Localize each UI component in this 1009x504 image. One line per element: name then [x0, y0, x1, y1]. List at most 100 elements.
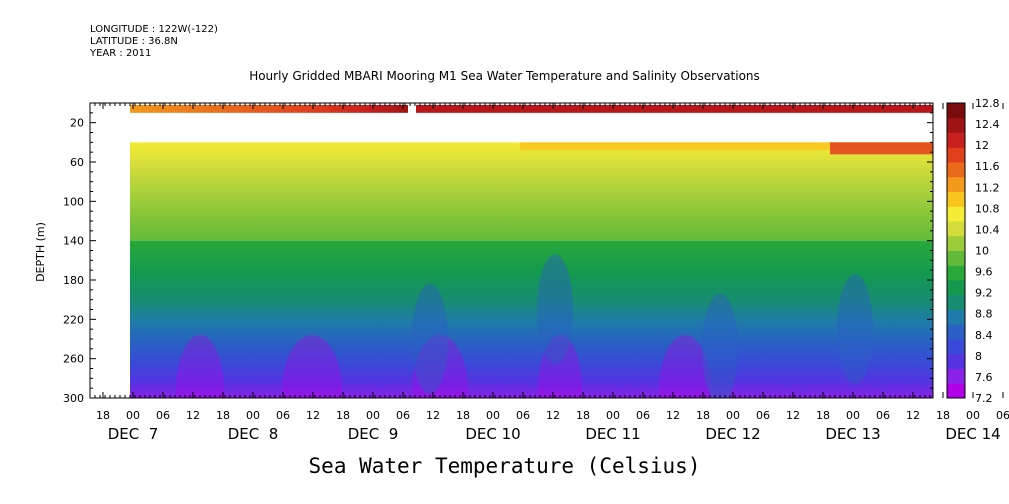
colorbar-swatch: [947, 235, 965, 251]
colorbar-swatch: [947, 132, 965, 148]
x-day-label: DEC 11: [585, 425, 640, 443]
colorbar-swatch: [947, 309, 965, 325]
x-hour-label: 12: [186, 409, 200, 422]
intrusion-2: [837, 274, 873, 385]
x-hour-label: 12: [426, 409, 440, 422]
colorbar-swatch: [947, 191, 965, 207]
x-day-label: DEC 9: [348, 425, 399, 443]
longitude-label: LONGITUDE : 122W(-122): [90, 24, 218, 35]
surface-band-left: [130, 104, 408, 113]
x-hour-label: 00: [246, 409, 260, 422]
y-tick-label: 300: [63, 392, 84, 405]
x-hour-label: 12: [666, 409, 680, 422]
colorbar-swatch: [947, 117, 965, 133]
x-day-label: DEC 13: [825, 425, 880, 443]
y-tick-label: 100: [63, 195, 84, 208]
surface-band-right: [416, 104, 933, 113]
hot-strip: [830, 142, 933, 155]
plot-area: [130, 104, 933, 398]
colorbar: 7.2 7.6 8 8.4 8.8 9.2 9.6 10 10.4 10.8 11.2 11.6 12 1…: [946, 97, 1000, 405]
x-hour-label: 18: [696, 409, 710, 422]
colorbar-label: 8: [975, 350, 982, 363]
colorbar-swatch: [947, 147, 965, 163]
warm-strip: [520, 142, 933, 151]
x-hour-label: 18: [96, 409, 110, 422]
x-hour-label: 00: [726, 409, 740, 422]
cold-plume-4: [176, 335, 224, 398]
x-axis-label: Sea Water Temperature (Celsius): [308, 454, 701, 478]
chart-title: Hourly Gridded MBARI Mooring M1 Sea Wate…: [249, 69, 760, 83]
x-hour-label: 06: [276, 409, 290, 422]
colorbar-label: 10.8: [975, 202, 1000, 215]
x-day-label: DEC 14: [945, 425, 1000, 443]
x-axis: 18 00 06 12 18 00 06 12 18 00 06 12 18 00 06 12 18 00 06 12…: [89, 103, 1009, 443]
colorbar-swatch: [947, 280, 965, 296]
x-day-label: DEC 12: [705, 425, 760, 443]
colorbar-swatch: [947, 265, 965, 281]
x-hour-label: 12: [906, 409, 920, 422]
colorbar-frame: [946, 102, 966, 399]
colorbar-label: 10: [975, 245, 989, 258]
x-day-label: DEC 8: [228, 425, 279, 443]
x-hour-label: 12: [306, 409, 320, 422]
colorbar-label: 11.6: [975, 160, 1000, 173]
cold-plume-2: [659, 335, 711, 398]
x-hour-label: 00: [486, 409, 500, 422]
x-hour-label: 06: [996, 409, 1009, 422]
colorbar-label: 7.6: [975, 371, 993, 384]
x-hour-label: 18: [936, 409, 950, 422]
x-hour-label: 18: [216, 409, 230, 422]
colorbar-label: 7.2: [975, 392, 993, 405]
x-hour-label: 06: [516, 409, 530, 422]
x-hour-label: 18: [456, 409, 470, 422]
y-tick-label: 60: [70, 156, 84, 169]
colorbar-label: 11.2: [975, 181, 1000, 194]
x-day-label: DEC 10: [465, 425, 520, 443]
y-axis: 20 60 100 140 180 220 260 300: [63, 102, 933, 405]
colorbar-swatch: [947, 353, 965, 369]
colorbar-swatch: [947, 250, 965, 266]
shallow-layer: [130, 142, 933, 241]
y-tick-label: 260: [63, 353, 84, 366]
colorbar-label: 12.8: [975, 97, 1000, 110]
x-hour-label: 18: [336, 409, 350, 422]
colorbar-label: 8.8: [975, 308, 993, 321]
x-hour-label: 18: [816, 409, 830, 422]
intrusion-1: [537, 254, 573, 365]
y-tick-label: 180: [63, 274, 84, 287]
x-hour-label: 06: [396, 409, 410, 422]
colorbar-swatch: [947, 162, 965, 178]
cold-plume-3: [538, 335, 582, 398]
colorbar-label: 12.4: [975, 118, 1000, 131]
latitude-label: LATITUDE : 36.8N: [90, 36, 178, 47]
colorbar-swatch: [947, 383, 965, 399]
x-hour-label: 00: [846, 409, 860, 422]
x-hour-label: 00: [966, 409, 980, 422]
x-hour-label: 00: [366, 409, 380, 422]
year-label: YEAR : 2011: [90, 48, 152, 59]
x-hour-label: 06: [636, 409, 650, 422]
colorbar-swatch: [947, 103, 965, 119]
y-axis-label: DEPTH (m): [34, 222, 47, 282]
x-day-label: DEC 7: [108, 425, 159, 443]
cold-plume-1: [412, 335, 468, 398]
x-hour-label: 12: [546, 409, 560, 422]
x-hour-label: 06: [156, 409, 170, 422]
colorbar-label: 8.4: [975, 329, 993, 342]
colorbar-label: 9.2: [975, 287, 993, 300]
x-hour-label: 00: [606, 409, 620, 422]
colorbar-swatch: [947, 206, 965, 222]
colorbar-swatch: [947, 294, 965, 310]
colorbar-swatch: [947, 221, 965, 237]
x-hour-label: 06: [756, 409, 770, 422]
deep-layer: [130, 240, 933, 398]
colorbar-label: 10.4: [975, 223, 1000, 236]
x-hour-label: 18: [576, 409, 590, 422]
y-tick-label: 20: [70, 117, 84, 130]
colorbar-label: 12: [975, 139, 989, 152]
colorbar-swatch: [947, 324, 965, 340]
x-hour-label: 06: [876, 409, 890, 422]
y-tick-label: 140: [63, 235, 84, 248]
colorbar-swatch: [947, 176, 965, 192]
x-hour-label: 12: [786, 409, 800, 422]
